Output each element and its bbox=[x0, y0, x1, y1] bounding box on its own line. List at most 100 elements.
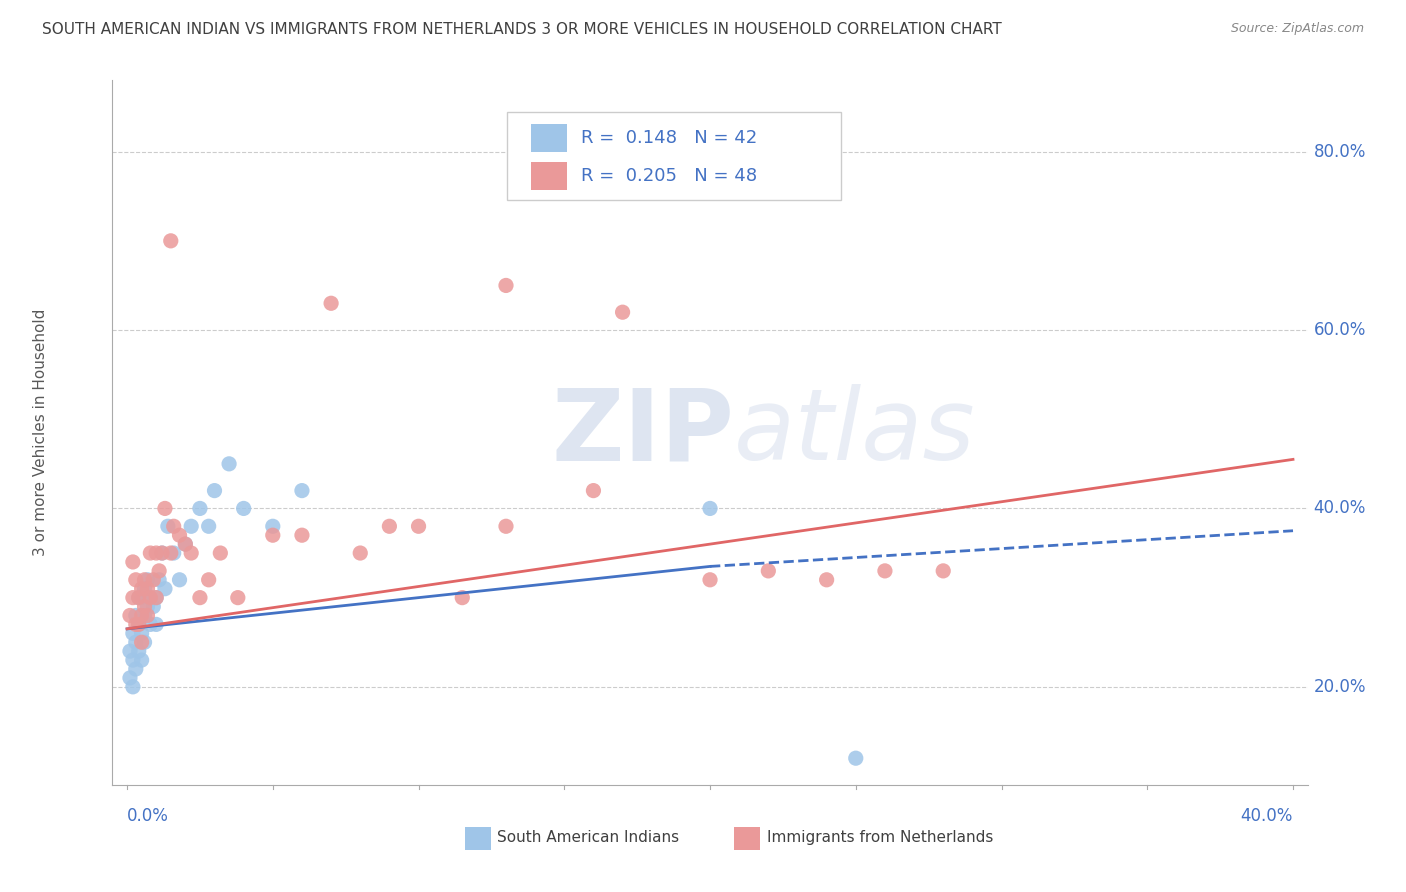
Point bbox=[180, 546, 202, 560]
Point bbox=[145, 546, 167, 560]
Text: atlas: atlas bbox=[734, 384, 976, 481]
Point bbox=[188, 501, 211, 516]
Point bbox=[142, 599, 165, 614]
Point bbox=[128, 591, 150, 605]
Point bbox=[125, 617, 148, 632]
Point bbox=[349, 546, 371, 560]
Point bbox=[134, 582, 156, 596]
Text: 0.0%: 0.0% bbox=[127, 807, 169, 825]
Point bbox=[291, 483, 314, 498]
Point bbox=[378, 519, 401, 533]
Point bbox=[136, 573, 159, 587]
Point bbox=[163, 546, 186, 560]
Point bbox=[131, 626, 153, 640]
Point bbox=[873, 564, 896, 578]
Point bbox=[495, 519, 517, 533]
Text: South American Indians: South American Indians bbox=[498, 830, 679, 846]
Point bbox=[845, 751, 868, 765]
Point bbox=[139, 617, 162, 632]
Point bbox=[408, 519, 430, 533]
Point bbox=[159, 234, 181, 248]
Point bbox=[136, 599, 159, 614]
FancyBboxPatch shape bbox=[508, 112, 842, 200]
Point bbox=[131, 608, 153, 623]
Point bbox=[156, 519, 179, 533]
Text: 3 or more Vehicles in Household: 3 or more Vehicles in Household bbox=[34, 309, 48, 557]
Point bbox=[756, 564, 779, 578]
Point bbox=[122, 680, 145, 694]
Point bbox=[139, 591, 162, 605]
Bar bbox=[734, 827, 761, 850]
Point bbox=[128, 617, 150, 632]
Point bbox=[159, 546, 181, 560]
Point bbox=[125, 662, 148, 676]
Point bbox=[131, 653, 153, 667]
Point bbox=[218, 457, 240, 471]
Point bbox=[118, 644, 141, 658]
Point bbox=[197, 573, 219, 587]
Point bbox=[174, 537, 197, 551]
Point bbox=[262, 528, 284, 542]
Point bbox=[118, 608, 141, 623]
Point bbox=[699, 573, 721, 587]
Text: Immigrants from Netherlands: Immigrants from Netherlands bbox=[768, 830, 994, 846]
Point bbox=[142, 573, 165, 587]
Point bbox=[495, 278, 517, 293]
Point bbox=[128, 617, 150, 632]
Text: 40.0%: 40.0% bbox=[1240, 807, 1294, 825]
Bar bbox=[531, 124, 567, 153]
Point bbox=[291, 528, 314, 542]
Point bbox=[118, 671, 141, 685]
Point bbox=[169, 573, 191, 587]
Point bbox=[153, 501, 176, 516]
Point bbox=[169, 528, 191, 542]
Point bbox=[134, 573, 156, 587]
Point bbox=[582, 483, 605, 498]
Point bbox=[145, 591, 167, 605]
Point bbox=[188, 591, 211, 605]
Point bbox=[136, 608, 159, 623]
Point bbox=[612, 305, 634, 319]
Point bbox=[699, 501, 721, 516]
Text: 40.0%: 40.0% bbox=[1313, 500, 1367, 517]
Point bbox=[134, 635, 156, 649]
Point bbox=[139, 591, 162, 605]
Text: R =  0.148   N = 42: R = 0.148 N = 42 bbox=[581, 129, 758, 147]
Point bbox=[232, 501, 254, 516]
Point bbox=[128, 644, 150, 658]
Text: 80.0%: 80.0% bbox=[1313, 143, 1367, 161]
Point bbox=[131, 582, 153, 596]
Point bbox=[153, 582, 176, 596]
Point bbox=[122, 555, 145, 569]
Point bbox=[122, 626, 145, 640]
Point bbox=[145, 617, 167, 632]
Point bbox=[148, 564, 170, 578]
Text: SOUTH AMERICAN INDIAN VS IMMIGRANTS FROM NETHERLANDS 3 OR MORE VEHICLES IN HOUSE: SOUTH AMERICAN INDIAN VS IMMIGRANTS FROM… bbox=[42, 22, 1002, 37]
Bar bbox=[531, 162, 567, 190]
Point bbox=[451, 591, 474, 605]
Point bbox=[180, 519, 202, 533]
Point bbox=[128, 591, 150, 605]
Point bbox=[125, 573, 148, 587]
Point bbox=[125, 635, 148, 649]
Point bbox=[150, 546, 173, 560]
Point bbox=[122, 591, 145, 605]
Point bbox=[226, 591, 249, 605]
Point bbox=[319, 296, 342, 310]
Point bbox=[131, 608, 153, 623]
Point bbox=[148, 573, 170, 587]
Text: 20.0%: 20.0% bbox=[1313, 678, 1367, 696]
Point bbox=[815, 573, 838, 587]
Text: R =  0.205   N = 48: R = 0.205 N = 48 bbox=[581, 168, 756, 186]
Point bbox=[131, 591, 153, 605]
Text: Source: ZipAtlas.com: Source: ZipAtlas.com bbox=[1230, 22, 1364, 36]
Point bbox=[174, 537, 197, 551]
Point bbox=[122, 653, 145, 667]
Point bbox=[932, 564, 955, 578]
Point bbox=[150, 546, 173, 560]
Point bbox=[136, 582, 159, 596]
Point bbox=[204, 483, 226, 498]
Point bbox=[209, 546, 232, 560]
Text: 60.0%: 60.0% bbox=[1313, 321, 1367, 339]
Point bbox=[163, 519, 186, 533]
